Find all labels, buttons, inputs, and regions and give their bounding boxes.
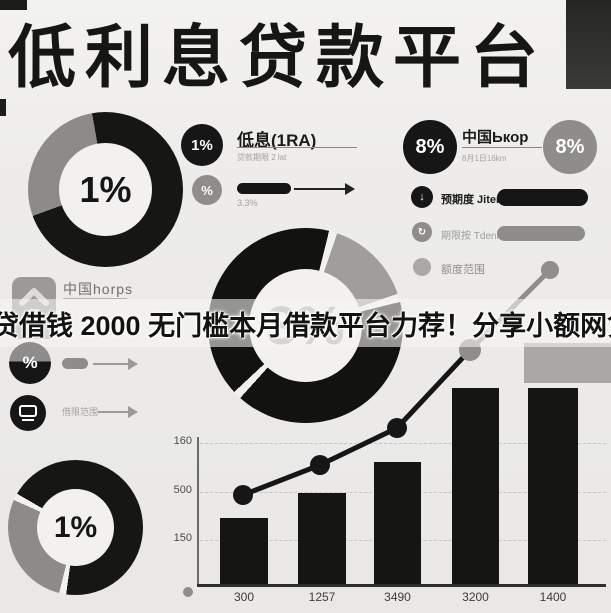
- donut-chart-top-left: 1%: [28, 112, 183, 267]
- decor-gray-block: [524, 343, 611, 383]
- refresh-icon: ↻: [412, 222, 432, 242]
- y-axis-label: 150: [173, 532, 192, 544]
- percent-badge: %: [192, 175, 222, 205]
- x-axis-label: 1257: [308, 590, 336, 604]
- down-arrow-icon: ↓: [411, 186, 433, 208]
- progress-pill: [62, 358, 88, 369]
- bar: [298, 493, 346, 585]
- origin-dot: [183, 587, 193, 597]
- donut-chart-bottom-left: 1%: [8, 460, 143, 595]
- right-arrow-icon: [294, 183, 355, 195]
- data-point: [541, 261, 559, 279]
- headline-banner: 贷借钱 2000 无门槛本月借款平台力荐！分享小额网贷口子2000无门槛: [0, 299, 611, 347]
- y-axis-label: 500: [173, 484, 192, 496]
- right-panel-subtitle: 8月1日16km: [462, 154, 507, 163]
- brand-label: 中国horps: [63, 281, 134, 297]
- rate-badge: 1%: [181, 124, 223, 166]
- divider: [63, 298, 127, 299]
- mid-panel-subtitle: 贷款期限 2 lat: [237, 153, 287, 162]
- percent-badge-split: %: [9, 342, 51, 384]
- x-axis-label: 3490: [384, 590, 411, 604]
- right-arrow-icon: [93, 358, 138, 370]
- row-label: 借限范围: [62, 407, 99, 417]
- right-panel-title: 中国Ькор: [462, 129, 529, 146]
- bar: [452, 388, 499, 585]
- value-pill: [497, 189, 588, 206]
- bar: [220, 518, 268, 585]
- x-axis-label: 3200: [462, 590, 489, 604]
- data-point: [233, 485, 253, 505]
- data-point: [310, 455, 330, 475]
- rate-badge-gray: 8%: [543, 120, 597, 174]
- bar: [374, 462, 421, 585]
- page-title: 低利息贷款平台: [8, 20, 548, 96]
- progress-pill: [237, 183, 291, 194]
- banner-headline: 贷借钱 2000 无门槛本月借款平台力荐！分享小额网贷口子2000无门槛: [0, 310, 611, 341]
- rate-note: 3.3%: [237, 198, 258, 208]
- mid-panel-title: 低息(1RA): [237, 131, 317, 150]
- x-axis: [197, 584, 606, 587]
- decor-edge-sliver: [0, 99, 6, 116]
- bar: [528, 388, 578, 585]
- monitor-icon: [10, 395, 46, 431]
- decor-corner-chip: [0, 0, 27, 10]
- donut-center-label: 1%: [37, 489, 114, 566]
- x-axis-label: 1400: [539, 590, 567, 604]
- donut-center-label: 1%: [59, 143, 152, 236]
- right-arrow-icon: [98, 406, 138, 418]
- dot-icon: [413, 258, 431, 276]
- data-point: [387, 418, 407, 438]
- row-label: 额度范围: [441, 264, 485, 276]
- decor-corner-band: [566, 0, 611, 89]
- gridline: [200, 443, 606, 444]
- row-label: 预期度 Jiten: [441, 194, 503, 206]
- row-label: 期限按 Tdeni: [441, 231, 499, 242]
- y-axis: [197, 437, 199, 587]
- value-pill: [497, 226, 585, 241]
- x-axis-label: 300: [233, 590, 255, 604]
- divider: [237, 147, 357, 148]
- divider: [462, 147, 542, 148]
- y-axis-label: 160: [173, 435, 192, 447]
- rate-badge-dark: 8%: [403, 120, 457, 174]
